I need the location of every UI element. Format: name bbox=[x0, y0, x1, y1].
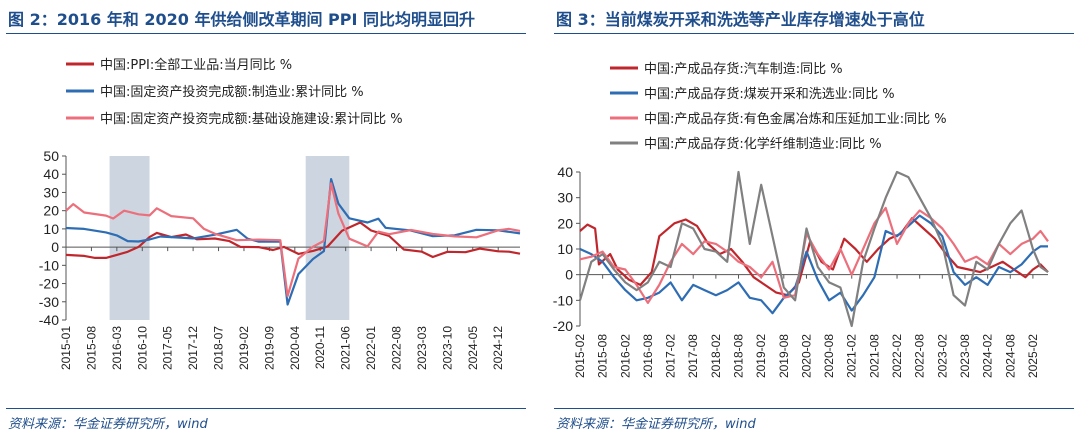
title-rule bbox=[6, 33, 526, 34]
x-tick-label: 2022-01 bbox=[364, 326, 378, 370]
x-tick-label: 2021-02 bbox=[845, 334, 859, 378]
x-tick-label: 2022-02 bbox=[890, 334, 904, 378]
x-tick-label: 2024-05 bbox=[466, 326, 480, 370]
x-tick-label: 2020-11 bbox=[313, 326, 327, 369]
x-tick-label: 2016-08 bbox=[641, 334, 655, 378]
x-tick-label: 2024-12 bbox=[491, 326, 505, 370]
legend-entry: 中国:产成品存货:煤炭开采和洗选业:同比 % bbox=[644, 86, 895, 102]
x-tick-label: 2016-03 bbox=[110, 326, 124, 370]
y-tick-label: 30 bbox=[557, 190, 573, 206]
x-tick-label: 2015-08 bbox=[84, 326, 98, 370]
x-tick-label: 2018-08 bbox=[732, 334, 746, 378]
chart-title: 图 3：当前煤炭开采和洗选等产业库存增速处于高位 bbox=[556, 10, 925, 29]
chart-source: 资料来源：华金证券研究所，wind bbox=[8, 417, 208, 432]
shaded-period bbox=[109, 156, 150, 320]
x-tick-label: 2017-12 bbox=[186, 326, 200, 370]
chart-panel-inventory: 图 3：当前煤炭开采和洗选等产业库存增速处于高位 中国:产成品存货:汽车制造:同… bbox=[548, 0, 1080, 442]
x-tick-label: 2017-08 bbox=[686, 334, 700, 378]
x-tick-label: 2020-04 bbox=[288, 326, 302, 370]
chart-title: 图 2：2016 年和 2020 年供给侧改革期间 PPI 同比均明显回升 bbox=[8, 10, 476, 29]
y-tick-label: -40 bbox=[39, 312, 59, 328]
series-line-2 bbox=[579, 214, 1048, 315]
shaded-period bbox=[305, 156, 350, 320]
x-tick-label: 2022-08 bbox=[913, 334, 927, 378]
x-tick-label: 2015-02 bbox=[573, 334, 587, 378]
legend-entry: 中国:PPI:全部工业品:当月同比 % bbox=[100, 57, 292, 73]
x-tick-label: 2018-02 bbox=[709, 334, 723, 378]
y-tick-label: 40 bbox=[43, 166, 59, 182]
y-tick-label: 20 bbox=[557, 215, 573, 231]
x-tick-label: 2016-10 bbox=[135, 326, 149, 370]
x-tick-label: 2020-08 bbox=[822, 334, 836, 378]
series-line-3 bbox=[65, 182, 521, 298]
x-tick-label: 2025-02 bbox=[1026, 334, 1040, 378]
x-tick-label: 2018-07 bbox=[212, 326, 226, 370]
x-tick-label: 2019-09 bbox=[262, 326, 276, 370]
y-tick-label: 40 bbox=[557, 164, 573, 180]
series-line-3 bbox=[579, 206, 1049, 304]
y-tick-label: -10 bbox=[39, 257, 59, 273]
x-tick-label: 2015-08 bbox=[596, 334, 610, 378]
x-tick-label: 2023-08 bbox=[958, 334, 972, 378]
y-tick-label: 0 bbox=[565, 267, 573, 283]
series-line-1 bbox=[65, 221, 521, 259]
y-tick-label: 50 bbox=[43, 148, 59, 164]
x-tick-label: 2021-08 bbox=[867, 334, 881, 378]
legend-entry: 中国:产成品存货:汽车制造:同比 % bbox=[644, 61, 843, 77]
x-tick-label: 2024-08 bbox=[1003, 334, 1017, 378]
x-tick-label: 2020-02 bbox=[799, 334, 813, 378]
legend-entry: 中国:产成品存货:有色金属冶炼和压延加工业:同比 % bbox=[644, 111, 947, 127]
title-rule bbox=[554, 33, 1074, 34]
x-tick-label: 2023-02 bbox=[935, 334, 949, 378]
y-tick-label: 10 bbox=[557, 241, 573, 257]
x-tick-label: 2017-02 bbox=[664, 334, 678, 378]
x-tick-label: 2024-02 bbox=[981, 334, 995, 378]
x-tick-label: 2019-08 bbox=[777, 334, 791, 378]
source-rule bbox=[6, 408, 526, 409]
x-tick-label: 2019-02 bbox=[237, 326, 251, 370]
y-tick-label: -30 bbox=[39, 294, 59, 310]
x-tick-label: 2015-01 bbox=[59, 326, 73, 370]
x-tick-label: 2016-02 bbox=[618, 334, 632, 378]
y-tick-label: 20 bbox=[43, 203, 59, 219]
x-tick-label: 2017-05 bbox=[161, 326, 175, 370]
y-tick-label: 30 bbox=[43, 184, 59, 200]
x-tick-label: 2021-06 bbox=[339, 326, 353, 370]
x-tick-label: 2023-10 bbox=[440, 326, 454, 370]
y-tick-label: 10 bbox=[43, 221, 59, 237]
chart-inventory: 中国:产成品存货:汽车制造:同比 % 中国:产成品存货:煤炭开采和洗选业:同比 %… bbox=[553, 61, 1049, 378]
chart-ppi: 中国:PPI:全部工业品:当月同比 % 中国:固定资产投资完成额:制造业:累计同比… bbox=[39, 57, 521, 370]
legend-entry: 中国:固定资产投资完成额:基础设施建设:累计同比 % bbox=[100, 111, 403, 127]
chart-panel-ppi: 图 2：2016 年和 2020 年供给侧改革期间 PPI 同比均明显回升 中国… bbox=[0, 0, 532, 442]
x-tick-label: 2023-03 bbox=[415, 326, 429, 370]
source-rule bbox=[554, 408, 1074, 409]
x-tick-label: 2022-08 bbox=[390, 326, 404, 370]
y-tick-label: -20 bbox=[553, 318, 573, 334]
legend-entry: 中国:固定资产投资完成额:制造业:累计同比 % bbox=[100, 84, 364, 100]
y-tick-label: -20 bbox=[39, 276, 59, 292]
legend-entry: 中国:产成品存货:化学纤维制造业:同比 % bbox=[644, 136, 882, 152]
x-tick-label: 2019-02 bbox=[754, 334, 768, 378]
chart-source: 资料来源：华金证券研究所，wind bbox=[556, 417, 756, 432]
y-tick-label: 0 bbox=[51, 239, 59, 255]
y-tick-label: -10 bbox=[553, 292, 573, 308]
series-line-4 bbox=[578, 170, 1049, 328]
